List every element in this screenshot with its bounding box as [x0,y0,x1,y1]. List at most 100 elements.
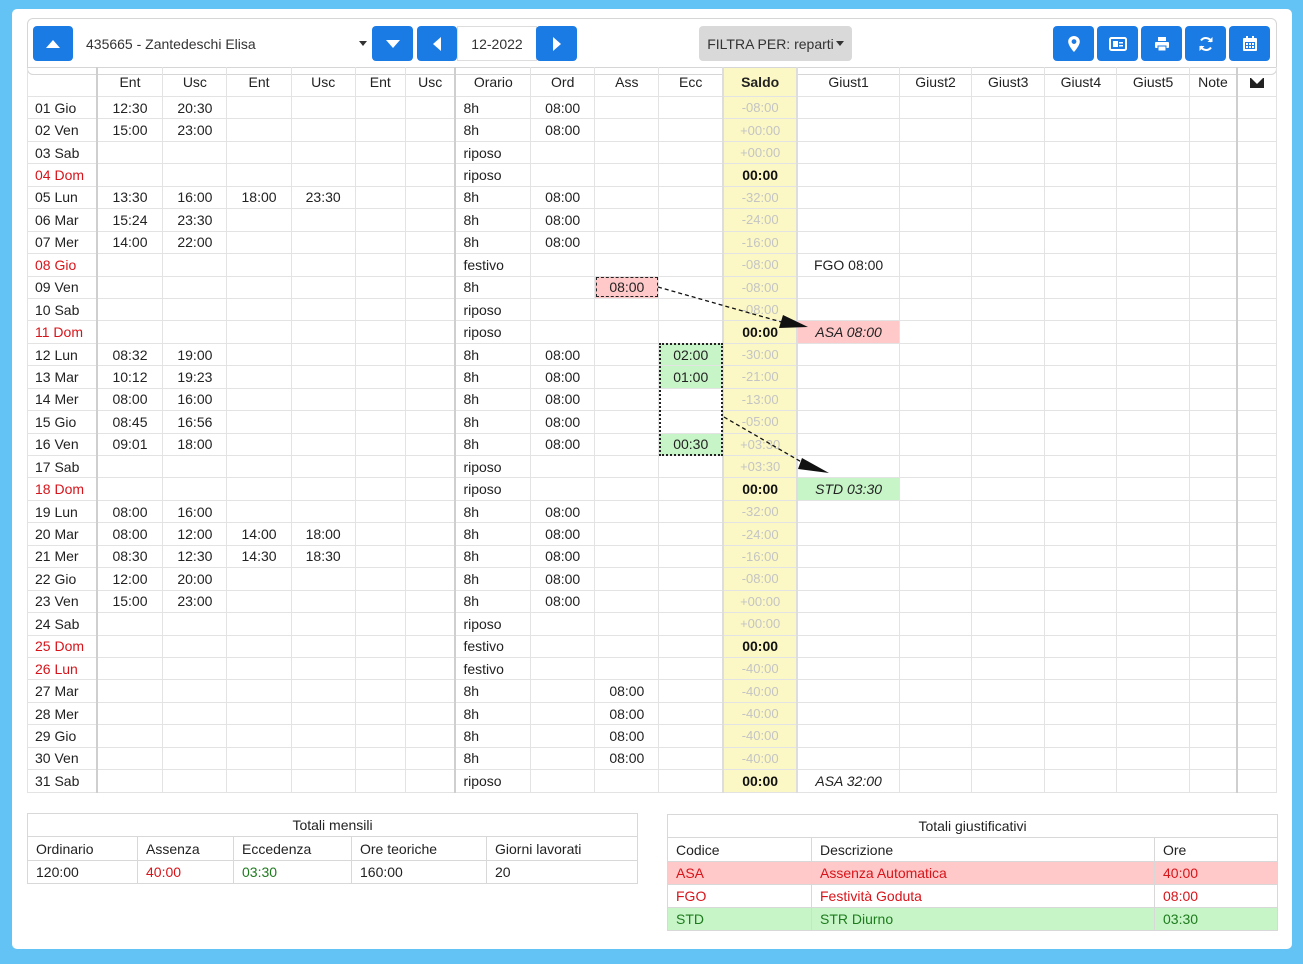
ent2-cell[interactable] [226,275,292,299]
giust3-cell[interactable] [971,656,1046,681]
table-row[interactable]: 10 Sab riposo -08:00 [26,297,1278,322]
usc2-cell[interactable] [290,365,356,389]
giust2-cell[interactable] [898,208,973,232]
usc1-cell[interactable]: 16:00 [162,499,228,524]
usc1-cell[interactable] [162,320,228,344]
ecc-cell[interactable] [658,118,724,142]
giust4-cell[interactable] [1044,320,1118,344]
ent3-cell[interactable] [354,612,406,636]
usc2-cell[interactable] [290,589,356,614]
ord-cell[interactable] [530,163,596,187]
ent1-cell[interactable] [95,634,164,658]
note-cell[interactable] [1188,477,1238,501]
usc1-cell[interactable]: 12:30 [162,544,228,569]
ent1-cell[interactable] [95,656,164,681]
ent3-cell[interactable] [354,746,406,771]
day-cell[interactable]: 26 Lun [26,656,98,681]
usc2-cell[interactable] [290,724,356,748]
day-cell[interactable]: 01 Gio [26,95,98,120]
table-row[interactable]: 12 Lun 08:32 19:00 8h 08:00 02:00 -30:00 [26,342,1278,367]
ent1-cell[interactable] [95,454,164,479]
mail-cell[interactable] [1236,208,1278,232]
ecc-cell[interactable] [658,634,724,658]
ass-cell[interactable] [594,544,660,569]
saldo-cell[interactable]: -24:00 [722,208,799,232]
mail-cell[interactable] [1236,701,1278,726]
orario-cell[interactable]: riposo [454,140,532,165]
ent2-cell[interactable] [226,230,292,255]
note-cell[interactable] [1188,118,1238,142]
note-cell[interactable] [1188,275,1238,299]
giust1-cell[interactable] [796,365,900,389]
table-row[interactable]: 17 Sab riposo +03:30 [26,454,1278,479]
saldo-cell[interactable]: +03:30 [722,432,799,457]
giust1-cell[interactable]: ASA 32:00 [796,769,900,793]
usc2-cell[interactable] [290,769,356,793]
orario-cell[interactable]: riposo [454,297,532,322]
giust2-cell[interactable] [898,499,973,524]
ass-cell[interactable]: 08:00 [594,679,660,703]
giust2-cell[interactable] [898,410,973,434]
table-row[interactable]: 02 Ven 15:00 23:00 8h 08:00 +00:00 [26,118,1278,142]
usc2-cell[interactable]: 18:00 [290,522,356,546]
ass-cell[interactable] [594,208,660,232]
giust2-cell[interactable] [898,230,973,255]
ent3-cell[interactable] [354,454,406,479]
orario-cell[interactable]: riposo [454,612,532,636]
usc2-cell[interactable] [290,297,356,322]
usc3-cell[interactable] [404,253,456,277]
giust2-cell[interactable] [898,253,973,277]
giust4-cell[interactable] [1044,612,1118,636]
giust4-cell[interactable] [1044,746,1118,771]
orario-cell[interactable]: 8h [454,701,532,726]
giust1-cell[interactable] [796,208,900,232]
giust3-cell[interactable] [971,724,1046,748]
usc3-cell[interactable] [404,544,456,569]
note-cell[interactable] [1188,679,1238,703]
ent3-cell[interactable] [354,679,406,703]
giust1-cell[interactable] [796,679,900,703]
day-cell[interactable]: 27 Mar [26,679,98,703]
note-cell[interactable] [1188,163,1238,187]
ent3-cell[interactable] [354,410,406,434]
ass-cell[interactable] [594,118,660,142]
ecc-cell[interactable] [658,544,724,569]
table-row[interactable]: 29 Gio 8h 08:00 -40:00 [26,724,1278,748]
orario-cell[interactable]: festivo [454,656,532,681]
ent2-cell[interactable] [226,724,292,748]
ecc-cell[interactable] [658,612,724,636]
giust1-cell[interactable] [796,163,900,187]
giust1-cell[interactable]: ASA 08:00 [796,320,900,344]
giust3-cell[interactable] [971,477,1046,501]
ord-cell[interactable]: 08:00 [530,185,596,210]
giust1-cell[interactable] [796,230,900,255]
ent2-cell[interactable]: 14:30 [226,544,292,569]
giust1-cell[interactable] [796,410,900,434]
day-cell[interactable]: 18 Dom [26,477,98,501]
giust2-cell[interactable] [898,679,973,703]
orario-cell[interactable]: 8h [454,208,532,232]
usc1-cell[interactable] [162,140,228,165]
usc1-cell[interactable] [162,769,228,793]
giust5-cell[interactable] [1116,432,1190,457]
giust2-cell[interactable] [898,746,973,771]
ord-cell[interactable] [530,477,596,501]
usc1-cell[interactable] [162,746,228,771]
prev-month-button[interactable] [417,26,457,61]
ass-cell[interactable] [594,410,660,434]
saldo-cell[interactable]: -40:00 [722,724,799,748]
giust3-cell[interactable] [971,95,1046,120]
giust4-cell[interactable] [1044,567,1118,591]
table-row[interactable]: 18 Dom riposo 00:00 STD 03:30 [26,477,1278,501]
giust4-cell[interactable] [1044,185,1118,210]
day-cell[interactable]: 30 Ven [26,746,98,771]
usc2-cell[interactable] [290,656,356,681]
orario-cell[interactable]: 8h [454,230,532,255]
calendar-button[interactable] [1229,26,1270,61]
orario-cell[interactable]: riposo [454,320,532,344]
mail-cell[interactable] [1236,477,1278,501]
usc3-cell[interactable] [404,679,456,703]
ord-cell[interactable]: 08:00 [530,567,596,591]
ass-cell[interactable] [594,365,660,389]
ord-cell[interactable]: 08:00 [530,522,596,546]
